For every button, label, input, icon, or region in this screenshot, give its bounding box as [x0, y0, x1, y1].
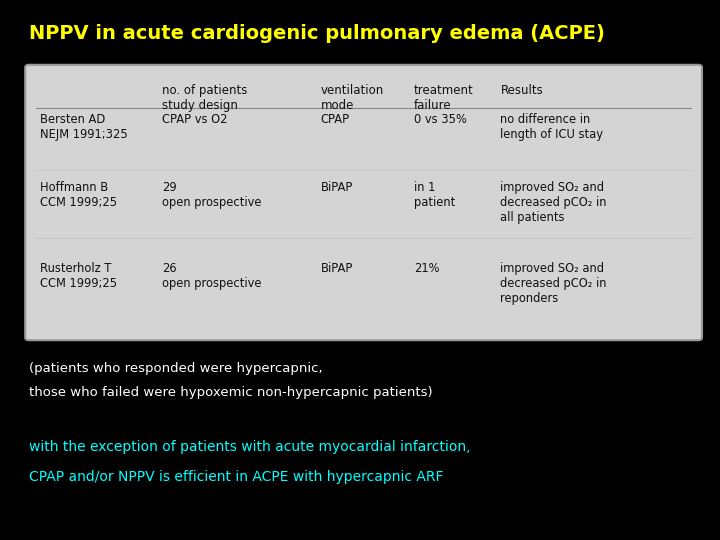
Text: BiPAP: BiPAP: [320, 262, 353, 275]
Text: Rusterholz T
CCM 1999;25: Rusterholz T CCM 1999;25: [40, 262, 117, 290]
Text: 21%: 21%: [414, 262, 439, 275]
FancyBboxPatch shape: [25, 65, 702, 340]
Text: Results: Results: [500, 84, 543, 97]
Text: NPPV in acute cardiogenic pulmonary edema (ACPE): NPPV in acute cardiogenic pulmonary edem…: [29, 24, 605, 43]
Text: no. of patients
study design: no. of patients study design: [162, 84, 248, 112]
Text: improved SO₂ and
decreased pCO₂ in
all patients: improved SO₂ and decreased pCO₂ in all p…: [500, 181, 607, 224]
Text: those who failed were hypoxemic non-hypercapnic patients): those who failed were hypoxemic non-hype…: [29, 386, 433, 399]
Text: CPAP: CPAP: [320, 113, 349, 126]
Text: treatment
failure: treatment failure: [414, 84, 474, 112]
Text: Hoffmann B
CCM 1999;25: Hoffmann B CCM 1999;25: [40, 181, 117, 209]
Text: no difference in
length of ICU stay: no difference in length of ICU stay: [500, 113, 603, 141]
Text: 26
open prospective: 26 open prospective: [162, 262, 261, 290]
Text: CPAP and/or NPPV is efficient in ACPE with hypercapnic ARF: CPAP and/or NPPV is efficient in ACPE wi…: [29, 470, 444, 484]
Text: (patients who responded were hypercapnic,: (patients who responded were hypercapnic…: [29, 362, 323, 375]
Text: in 1
patient: in 1 patient: [414, 181, 455, 209]
Text: ventilation
mode: ventilation mode: [320, 84, 384, 112]
Text: improved SO₂ and
decreased pCO₂ in
reponders: improved SO₂ and decreased pCO₂ in repon…: [500, 262, 607, 305]
Text: Bersten AD
NEJM 1991;325: Bersten AD NEJM 1991;325: [40, 113, 127, 141]
Text: with the exception of patients with acute myocardial infarction,: with the exception of patients with acut…: [29, 440, 470, 454]
Text: 0 vs 35%: 0 vs 35%: [414, 113, 467, 126]
Text: 29
open prospective: 29 open prospective: [162, 181, 261, 209]
Text: CPAP vs O2: CPAP vs O2: [162, 113, 228, 126]
Text: BiPAP: BiPAP: [320, 181, 353, 194]
